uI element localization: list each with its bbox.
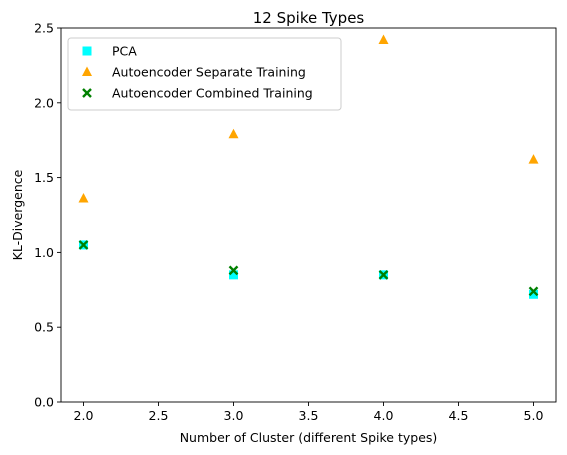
x-tick-label: 4.0	[374, 408, 394, 423]
x-tick-label: 3.0	[224, 408, 244, 423]
x-tick-label: 4.5	[449, 408, 469, 423]
legend-marker-pca	[82, 46, 92, 56]
data-point-autoencoder-combined-training	[228, 265, 239, 276]
x-axis-label: Number of Cluster (different Spike types…	[180, 430, 438, 445]
x-tick-label: 2.5	[149, 408, 169, 423]
x-marker-stroke	[228, 265, 239, 276]
legend-label: Autoencoder Combined Training	[112, 86, 313, 101]
data-point-autoencoder-combined-training	[378, 269, 389, 280]
y-tick-label: 0.5	[34, 320, 54, 335]
x-tick-label: 5.0	[524, 408, 544, 423]
x-marker-stroke	[378, 269, 389, 280]
data-point-pca	[529, 289, 538, 299]
y-axis-label: KL-Divergence	[10, 169, 25, 260]
data-point-autoencoder-separate-training	[378, 34, 389, 44]
legend-label: PCA	[112, 44, 137, 59]
x-marker-stroke	[82, 88, 92, 98]
y-tick-label: 1.5	[34, 170, 54, 185]
legend-marker-autoencoder-combined-training	[82, 88, 92, 98]
legend-label: Autoencoder Separate Training	[112, 65, 306, 80]
x-marker-stroke	[78, 240, 89, 250]
y-tick-label: 2.0	[34, 95, 54, 110]
data-point-autoencoder-separate-training	[528, 154, 539, 164]
data-point-pca	[229, 270, 238, 280]
y-tick-label: 2.5	[34, 21, 54, 36]
y-tick-label: 1.0	[34, 245, 54, 260]
data-point-autoencoder-combined-training	[78, 240, 89, 250]
data-point-autoencoder-combined-training	[528, 286, 539, 297]
legend-marker-autoencoder-separate-training	[82, 66, 92, 76]
x-marker-stroke	[528, 286, 539, 297]
plot-area	[78, 34, 539, 299]
x-tick-label: 3.5	[299, 408, 319, 423]
x-tick-label: 2.0	[74, 408, 94, 423]
y-tick-label: 0.0	[34, 395, 54, 410]
data-point-autoencoder-separate-training	[78, 193, 89, 203]
axes: 2.0 2.5 3.0 3.5 4.0 4.5 5.0 0.0 0.5 1.0 1.5 2.0 2.5	[34, 21, 557, 423]
chart-title: 12 Spike Types	[253, 9, 365, 27]
data-point-autoencoder-separate-training	[228, 128, 239, 139]
legend: PCA Autoencoder Separate Training Autoenco…	[67, 37, 342, 111]
legend-box	[67, 37, 342, 111]
